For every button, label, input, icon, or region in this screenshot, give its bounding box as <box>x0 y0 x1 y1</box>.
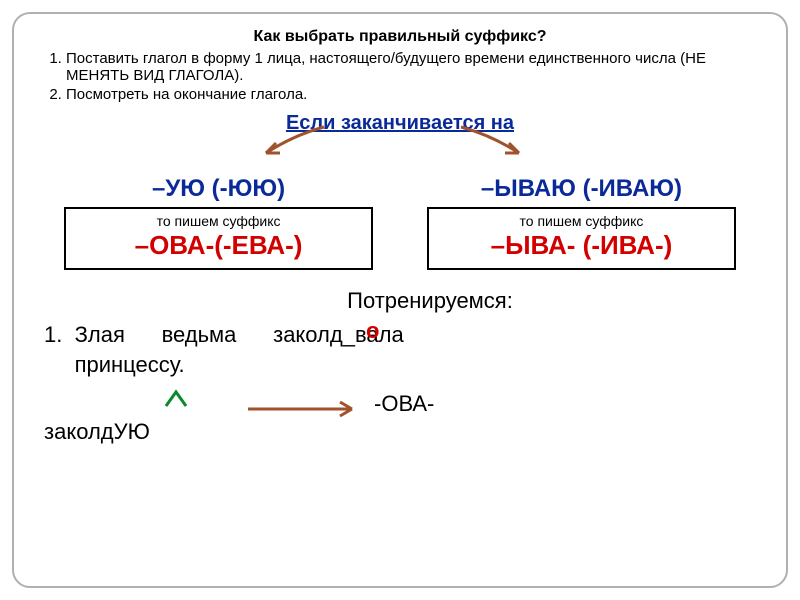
practice-num: 1. <box>44 322 62 347</box>
right-branch: –ЫВАЮ (-ИВАЮ) то пишем суффикс –ЫВА- (-И… <box>427 175 736 270</box>
left-branch: –УЮ (-ЮЮ) то пишем суффикс –ОВА-(-ЕВА-) <box>64 175 373 270</box>
caret-icon <box>162 385 190 417</box>
right-caption: то пишем суффикс <box>435 213 728 229</box>
step-1: Поставить глагол в форму 1 лица, настоящ… <box>66 50 766 84</box>
practice-block: Потренируемся: 1. Злая ведьма о заколд_в… <box>34 288 766 450</box>
branches-row: –УЮ (-ЮЮ) то пишем суффикс –ОВА-(-ЕВА-) … <box>34 175 766 270</box>
check-word: заколдУЮ <box>44 419 150 445</box>
condition-block: Если заканчивается на <box>34 111 766 181</box>
arrow-left-icon <box>254 123 334 163</box>
right-suffix: –ЫВА- (-ИВА-) <box>435 231 728 260</box>
right-box: то пишем суффикс –ЫВА- (-ИВА-) <box>427 207 736 270</box>
bottom-row: -ОВА- заколдУЮ <box>34 389 766 449</box>
step-2: Посмотреть на окончание глагола. <box>66 86 766 103</box>
arrow-long-icon <box>244 397 364 421</box>
practice-p2: ведьма <box>162 322 237 347</box>
practice-sentence: 1. Злая ведьма о заколд_вала принцессу. <box>44 320 766 382</box>
left-caption: то пишем суффикс <box>72 213 365 229</box>
practice-p1: Злая <box>75 322 125 347</box>
lesson-frame: Как выбрать правильный суффикс? Поставит… <box>12 12 788 588</box>
answer-letter: о <box>366 316 379 347</box>
steps-list: Поставить глагол в форму 1 лица, настоящ… <box>42 50 766 103</box>
result-suffix: -ОВА- <box>374 391 434 417</box>
practice-p4: принцессу. <box>75 352 185 377</box>
left-suffix: –ОВА-(-ЕВА-) <box>72 231 365 260</box>
main-title: Как выбрать правильный суффикс? <box>34 28 766 46</box>
practice-title: Потренируемся: <box>94 288 766 314</box>
practice-p3: заколд_вала <box>273 322 404 347</box>
arrow-right-icon <box>451 123 531 163</box>
left-box: то пишем суффикс –ОВА-(-ЕВА-) <box>64 207 373 270</box>
